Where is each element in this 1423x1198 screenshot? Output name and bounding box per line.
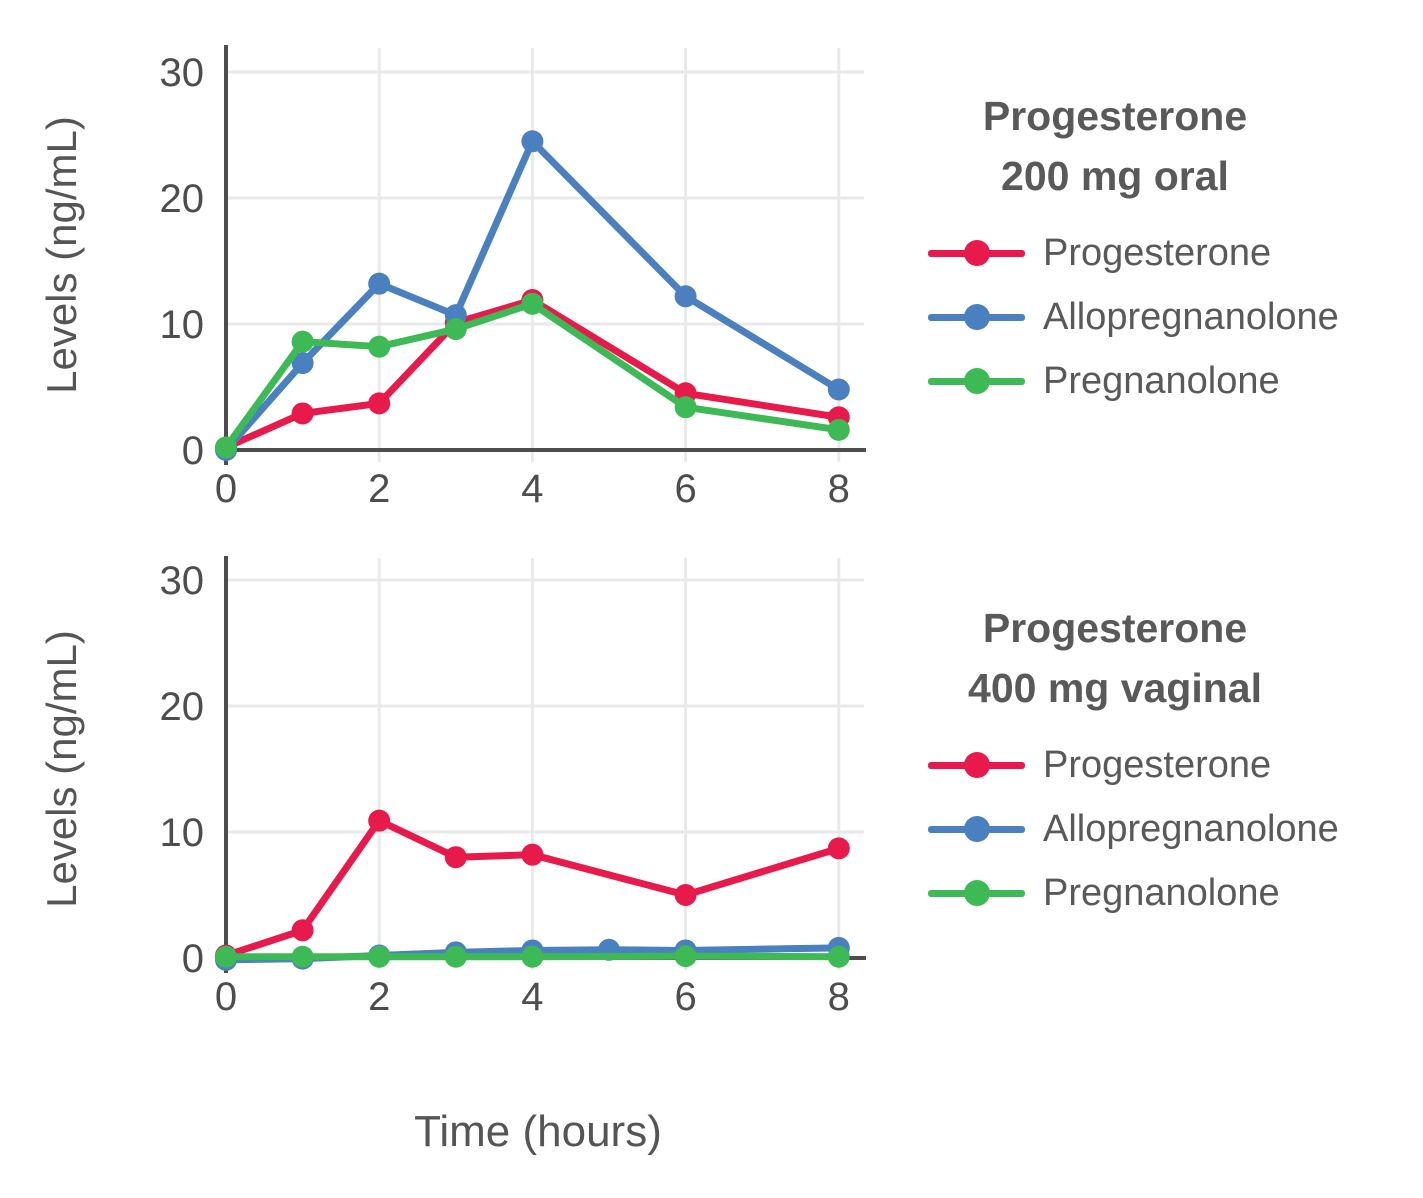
data-point-pregnanolone: [521, 945, 544, 968]
y-tick-label: 10: [160, 303, 205, 347]
y-tick-label: 0: [182, 937, 204, 981]
x-tick-label: 2: [368, 467, 390, 511]
data-point-allopregnanolone: [674, 285, 697, 308]
y-tick-label: 10: [160, 811, 205, 855]
data-point-pregnanolone: [674, 396, 697, 419]
pregnanolone-line-swatch-icon: [928, 879, 1025, 907]
data-point-progesterone: [291, 919, 314, 942]
x-tick-label: 6: [674, 975, 696, 1019]
x-tick-label: 8: [828, 975, 850, 1019]
data-point-progesterone: [368, 809, 391, 832]
data-point-pregnanolone: [827, 418, 850, 441]
y-axis-label-top: Levels (ng/mL): [38, 116, 85, 394]
data-point-pregnanolone: [291, 945, 314, 968]
legend-entry-pregnanolone: Pregnanolone: [905, 861, 1420, 925]
data-point-pregnanolone: [827, 945, 850, 968]
data-point-allopregnanolone: [827, 378, 850, 401]
y-tick-label: 30: [160, 51, 205, 95]
legend-label-allopregnanolone: Allopregnanolone: [1043, 295, 1339, 338]
y-tick-label: 20: [160, 177, 205, 221]
y-tick-label: 0: [182, 429, 204, 473]
progesterone-line-swatch-icon: [928, 239, 1025, 267]
legend-label-progesterone: Progesterone: [1043, 231, 1272, 274]
legend-entry-pregnanolone: Pregnanolone: [905, 349, 1420, 413]
data-point-allopregnanolone: [368, 272, 391, 295]
data-point-pregnanolone: [291, 330, 314, 353]
legend-title-bottom-line1: Progesterone: [982, 605, 1248, 651]
data-point-pregnanolone: [215, 436, 237, 459]
data-point-allopregnanolone: [521, 130, 544, 153]
legend-entries-bottom: Progesterone Allopregnanolone Pregnanolo…: [905, 733, 1420, 925]
data-point-pregnanolone: [368, 945, 391, 968]
legend-label-allopregnanolone: Allopregnanolone: [1043, 807, 1339, 850]
legend-title-top-line2: 200 mg oral: [1001, 153, 1229, 199]
legend-entry-allopregnanolone: Allopregnanolone: [905, 285, 1420, 349]
y-tick-label: 20: [160, 685, 205, 729]
legend-bottom: Progesterone 400 mg vaginal Progesterone…: [905, 598, 1420, 925]
x-tick-label: 6: [674, 467, 696, 511]
data-point-progesterone: [827, 837, 850, 860]
data-point-progesterone: [368, 392, 391, 415]
x-axis-label: Time (hours): [414, 1107, 662, 1156]
legend-entry-progesterone: Progesterone: [905, 733, 1420, 797]
data-point-progesterone: [291, 402, 314, 425]
data-point-pregnanolone: [674, 945, 697, 968]
allopregnanolone-line-swatch-icon: [928, 303, 1025, 331]
pregnanolone-line-swatch-icon: [928, 367, 1025, 395]
data-point-progesterone: [674, 884, 697, 906]
data-point-pregnanolone: [215, 945, 237, 968]
x-tick-label: 0: [215, 467, 237, 511]
legend-entries-top: Progesterone Allopregnanolone Pregnanolo…: [905, 221, 1420, 413]
data-point-pregnanolone: [444, 945, 467, 968]
data-point-pregnanolone: [521, 292, 544, 315]
legend-entry-progesterone: Progesterone: [905, 221, 1420, 285]
legend-title-top: Progesterone 200 mg oral: [905, 86, 1325, 206]
progesterone-line-swatch-icon: [928, 751, 1025, 779]
legend-label-pregnanolone: Pregnanolone: [1043, 359, 1280, 402]
data-point-allopregnanolone: [291, 352, 314, 375]
x-tick-label: 2: [368, 975, 390, 1019]
x-tick-label: 0: [215, 975, 237, 1019]
y-tick-label: 30: [160, 559, 205, 603]
legend-title-top-line1: Progesterone: [982, 93, 1248, 139]
data-point-pregnanolone: [444, 318, 467, 341]
x-tick-label: 4: [521, 467, 543, 511]
legend-title-bottom: Progesterone 400 mg vaginal: [905, 598, 1325, 718]
allopregnanolone-line-swatch-icon: [928, 815, 1025, 843]
legend-top: Progesterone 200 mg oral Progesterone Al…: [905, 86, 1420, 413]
x-tick-label: 4: [521, 975, 543, 1019]
data-point-progesterone: [444, 846, 467, 869]
y-axis-label-bottom: Levels (ng/mL): [38, 630, 85, 908]
legend-entry-allopregnanolone: Allopregnanolone: [905, 797, 1420, 861]
legend-title-bottom-line2: 400 mg vaginal: [968, 665, 1262, 711]
x-tick-label: 8: [828, 467, 850, 511]
data-point-progesterone: [521, 843, 544, 866]
legend-label-progesterone: Progesterone: [1043, 743, 1272, 786]
legend-label-pregnanolone: Pregnanolone: [1043, 871, 1280, 914]
data-point-pregnanolone: [368, 335, 391, 358]
